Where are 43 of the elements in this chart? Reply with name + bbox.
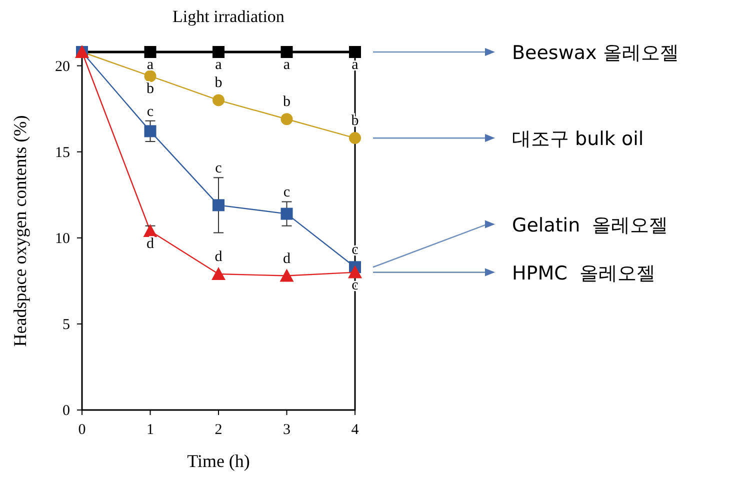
point <box>144 125 156 138</box>
x-tick-label: 0 <box>78 422 86 438</box>
annotation: c <box>283 184 290 201</box>
point <box>212 267 226 280</box>
y-tick-label: 0 <box>62 403 70 419</box>
y-tick-label: 10 <box>55 230 70 247</box>
y-tick-label: 20 <box>55 58 70 75</box>
point <box>144 46 156 58</box>
point <box>280 208 293 220</box>
x-tick-label: 4 <box>351 422 360 438</box>
annotation: d <box>146 236 154 252</box>
annotation: b <box>146 81 154 98</box>
annotation: a <box>215 57 222 73</box>
y-tick-label: 5 <box>62 316 70 333</box>
text: HPMC 올레오젤 <box>512 262 656 284</box>
point <box>280 268 294 282</box>
annotation: d <box>214 249 223 266</box>
x-axis-title: Time (h) <box>187 451 250 471</box>
x-tick-label: 1 <box>146 422 154 438</box>
chart-title: Light irradiation <box>172 7 285 26</box>
x-tick-label: 3 <box>283 422 290 438</box>
annotation: b <box>283 94 290 110</box>
y-axis-title: Headspace oxygen contents (%) <box>10 115 30 347</box>
annotation: b <box>214 75 222 92</box>
annotation: c <box>215 160 222 177</box>
point <box>349 132 361 144</box>
x-tick-label: 2 <box>214 422 222 438</box>
point <box>212 199 224 212</box>
point <box>280 113 293 126</box>
point <box>212 94 224 106</box>
y-tick-label: 15 <box>55 144 70 161</box>
point <box>212 46 224 58</box>
point <box>348 265 362 278</box>
point <box>144 70 156 82</box>
annotation: c <box>146 104 154 120</box>
annotation: a <box>146 57 154 73</box>
annotation: a <box>283 57 290 73</box>
text: 대조구 bulk oil <box>512 128 644 150</box>
text: Beeswax 올레오젤 <box>512 42 679 64</box>
point <box>349 46 361 58</box>
annotation: d <box>283 250 291 267</box>
point <box>280 46 293 58</box>
text: Gelatin 올레오젤 <box>512 214 668 236</box>
